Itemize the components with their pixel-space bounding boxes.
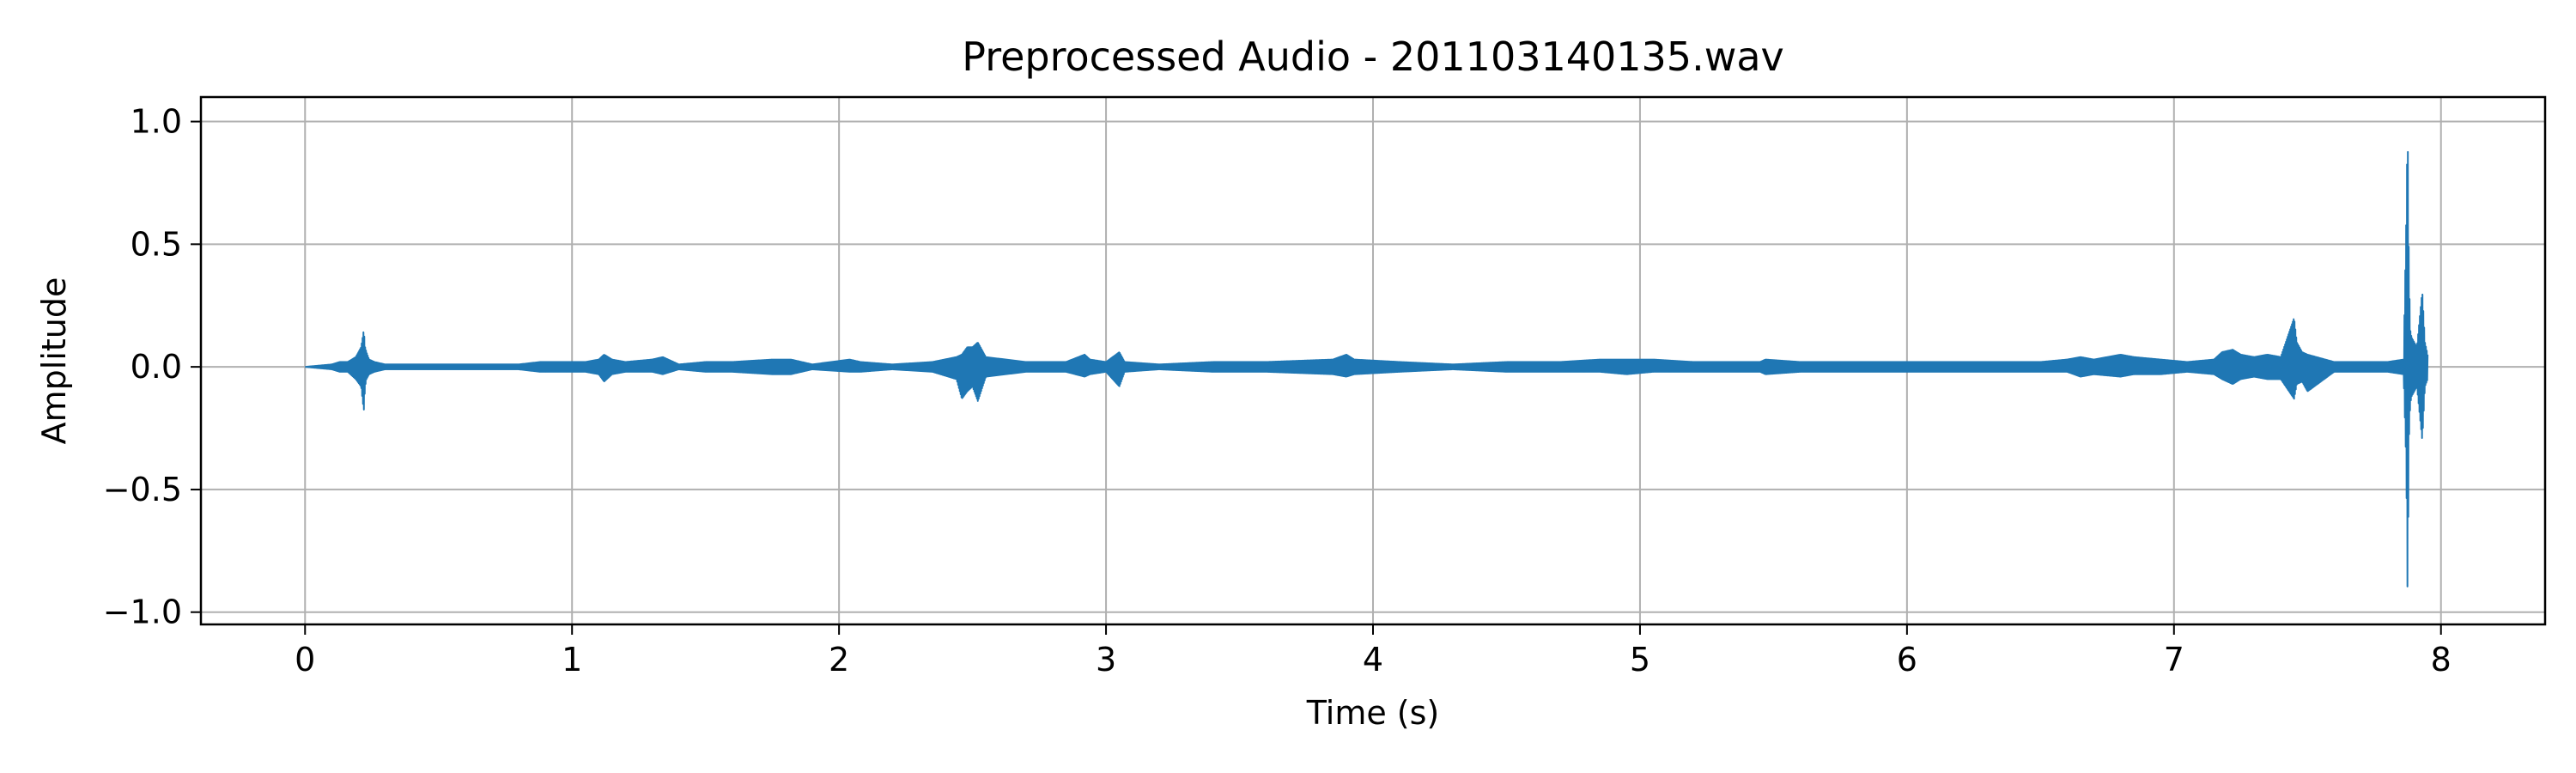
x-tick-label: 6 [1897,641,1917,679]
x-tick-label: 4 [1363,641,1383,679]
x-axis-label: Time (s) [1306,694,1440,732]
x-tick-label: 2 [829,641,849,679]
x-tick-label: 8 [2431,641,2451,679]
y-tick-label: 0.0 [131,348,182,386]
y-axis: 1.0 0.5 0.0 −0.5 −1.0 [103,103,201,631]
x-tick-label: 3 [1096,641,1116,679]
y-tick-label: 0.5 [131,225,182,263]
x-tick-label: 5 [1630,641,1650,679]
plot-area [304,150,2429,587]
x-tick-label: 7 [2164,641,2184,679]
chart-title: Preprocessed Audio - 201103140135.wav [962,33,1783,80]
x-tick-label: 0 [295,641,315,679]
x-axis: 0 1 2 3 4 5 6 7 8 [295,624,2451,679]
y-tick-label: −1.0 [103,593,182,631]
x-tick-label: 1 [562,641,582,679]
y-tick-label: −0.5 [103,471,182,508]
waveform-line [304,150,2429,587]
y-axis-label: Amplitude [35,277,73,445]
y-tick-label: 1.0 [131,103,182,141]
